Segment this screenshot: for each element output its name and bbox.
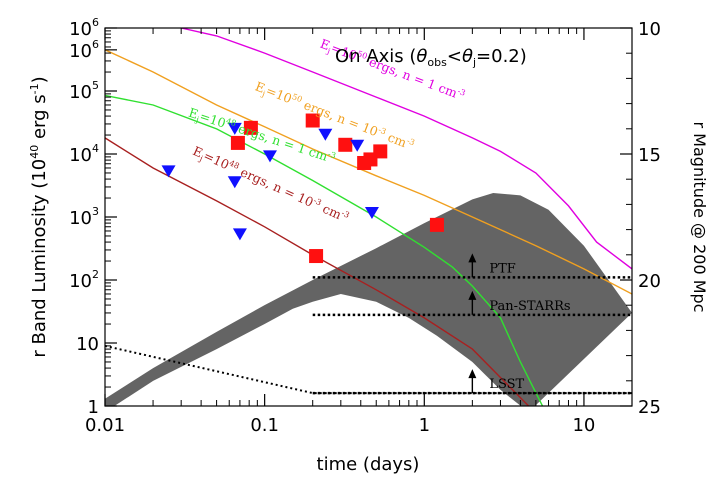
survey-label-PTF: PTF	[489, 261, 515, 276]
x-tick-label-0: 0.01	[85, 415, 125, 436]
y-tick-label-4: 104	[69, 142, 99, 166]
series-line-0	[181, 28, 632, 270]
upper-limit-triangle-7	[364, 207, 379, 220]
upper-limit-triangle-1	[227, 122, 242, 135]
y-axis-right: 10 15 20 25	[620, 19, 661, 418]
upper-limit-triangle-4	[262, 150, 277, 163]
survey-label-LSST: LSST	[489, 377, 524, 392]
y-tick-label-5: 105	[69, 79, 99, 103]
detection-square-1	[243, 120, 258, 135]
survey-label-Pan-STARRs: Pan-STARRs	[489, 299, 570, 314]
x-axis: 0.01 0.1 1 10	[85, 28, 633, 436]
y-tick-label-7: 106	[69, 16, 99, 40]
y-tick-label-6: 106	[69, 38, 99, 62]
survey-arrowhead-LSST	[468, 369, 477, 379]
series-line-2	[105, 94, 544, 406]
chart-title: On Axis (θobs<θj=0.2)	[335, 46, 527, 69]
detection-square-3	[309, 249, 324, 264]
upper-limit-triangle-5	[318, 128, 333, 141]
y-tick-label-1: 10	[76, 334, 99, 355]
x-tick-label-1: 0.1	[250, 415, 279, 436]
y-axis-label: r Band Luminosity (1040 erg s-1)	[28, 76, 50, 357]
survey-layer: PTF Pan-STARRs LSST	[312, 253, 632, 395]
upper-limit-triangle-3	[232, 228, 247, 241]
x-axis-label: time (days)	[317, 454, 420, 475]
series-line-1	[105, 49, 632, 295]
survey-arrowhead-Pan-STARRs	[468, 290, 477, 300]
detection-square-0	[230, 135, 245, 150]
detection-square-8	[429, 217, 444, 232]
x-tick-label-3: 10	[572, 415, 595, 436]
band-layer	[105, 193, 632, 406]
y-tick-label-3: 103	[69, 205, 99, 229]
y2-tick-label-0: 10	[638, 19, 661, 40]
detection-square-4	[338, 137, 353, 152]
x-tick-label-2: 1	[419, 415, 430, 436]
y2-axis-label: r Magnitude @ 200 Mpc	[690, 122, 709, 313]
series-line-4	[105, 344, 632, 395]
y2-tick-label-3: 25	[638, 397, 661, 418]
detection-square-2	[305, 113, 320, 128]
upper-limit-triangle-0	[161, 165, 176, 178]
y-tick-label-2: 102	[69, 268, 99, 292]
survey-arrowhead-PTF	[468, 253, 477, 263]
upper-limit-triangle-2	[227, 176, 242, 189]
y2-tick-label-2: 20	[638, 271, 661, 292]
y2-tick-label-1: 15	[638, 145, 661, 166]
marker-layer	[161, 113, 444, 264]
upper-limit-triangle-6	[350, 139, 365, 152]
y-tick-label-0: 1	[88, 397, 99, 418]
kilonova-band	[105, 193, 632, 406]
detection-square-7	[373, 144, 388, 159]
